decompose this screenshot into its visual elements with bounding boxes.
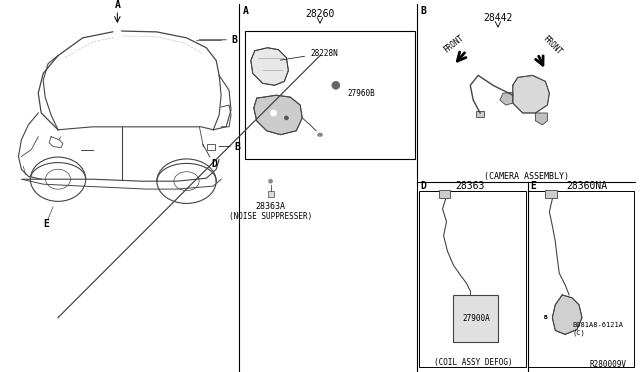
Text: A: A (243, 6, 249, 16)
Polygon shape (513, 76, 549, 113)
Text: 28360NA: 28360NA (566, 181, 607, 191)
Text: FRONT: FRONT (442, 33, 465, 54)
Text: B081A8-6121A: B081A8-6121A (572, 321, 623, 327)
Text: (C): (C) (572, 329, 585, 336)
Bar (454, 295, 498, 342)
Bar (419, 191, 525, 367)
Bar (245, 31, 415, 160)
Text: FRONT: FRONT (541, 34, 564, 57)
Text: 28363A: 28363A (255, 202, 285, 211)
Polygon shape (536, 113, 547, 125)
Text: (COIL ASSY DEFOG): (COIL ASSY DEFOG) (434, 357, 513, 367)
Bar (545, 190, 557, 198)
Ellipse shape (317, 133, 323, 137)
Text: (NOISE SUPPRESSER): (NOISE SUPPRESSER) (229, 212, 312, 221)
Text: B: B (234, 142, 240, 152)
Circle shape (271, 110, 276, 116)
Text: 28363: 28363 (456, 181, 485, 191)
Ellipse shape (315, 131, 325, 138)
Circle shape (267, 177, 275, 185)
Bar (527, 191, 634, 367)
Circle shape (328, 77, 344, 93)
Bar (268, 191, 273, 197)
Polygon shape (251, 48, 289, 85)
Text: 28260: 28260 (305, 9, 335, 19)
Bar (438, 190, 451, 198)
Text: D: D (421, 181, 427, 191)
Text: E: E (44, 219, 49, 229)
Text: B: B (543, 315, 547, 320)
Polygon shape (552, 295, 582, 334)
Text: B: B (231, 35, 237, 45)
Text: E: E (531, 181, 536, 191)
Text: A: A (115, 0, 120, 10)
Text: R280009V: R280009V (589, 360, 627, 369)
Circle shape (332, 81, 340, 89)
Text: 28442: 28442 (483, 13, 513, 23)
Bar (476, 111, 484, 117)
Polygon shape (500, 92, 513, 105)
Text: D: D (211, 159, 217, 169)
Text: 27900A: 27900A (462, 314, 490, 323)
Text: 27960B: 27960B (348, 89, 376, 98)
Circle shape (540, 312, 551, 323)
Bar (207, 144, 215, 150)
Text: B: B (421, 6, 427, 16)
Circle shape (284, 116, 289, 120)
Ellipse shape (113, 29, 122, 39)
Circle shape (269, 179, 273, 183)
Text: (CAMERA ASSEMBLY): (CAMERA ASSEMBLY) (484, 172, 569, 181)
Text: 28228N: 28228N (280, 49, 338, 60)
Polygon shape (254, 95, 302, 135)
